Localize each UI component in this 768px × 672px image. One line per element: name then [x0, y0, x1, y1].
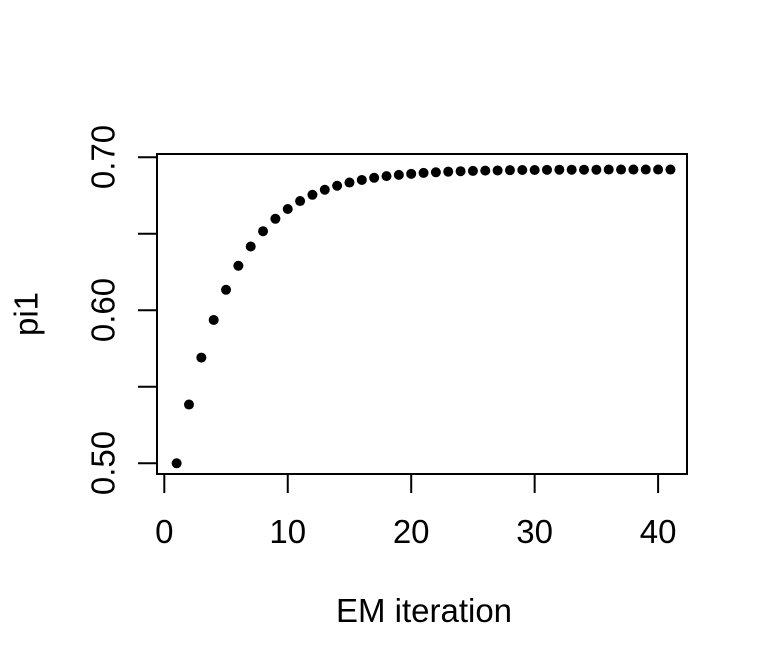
- data-point: [554, 164, 565, 175]
- data-point: [295, 196, 306, 207]
- data-point: [319, 184, 330, 195]
- data-point: [171, 458, 182, 469]
- data-point: [196, 352, 207, 363]
- data-point: [282, 204, 293, 215]
- x-axis-title: EM iteration: [335, 592, 513, 629]
- data-point: [356, 174, 367, 185]
- data-point: [541, 164, 552, 175]
- data-point: [640, 164, 651, 175]
- data-point: [653, 164, 664, 175]
- data-point: [529, 164, 540, 175]
- data-point: [579, 164, 590, 175]
- data-point: [270, 213, 281, 224]
- data-point: [430, 167, 441, 178]
- data-point: [418, 167, 429, 178]
- data-point: [665, 164, 676, 175]
- data-point: [480, 165, 491, 176]
- data-point: [603, 164, 614, 175]
- x-tick-label: 0: [155, 513, 174, 550]
- data-point: [591, 164, 602, 175]
- data-point: [393, 169, 404, 180]
- data-point: [233, 260, 244, 271]
- data-point: [381, 171, 392, 182]
- data-point: [258, 226, 269, 237]
- y-tick-label: 0.50: [84, 431, 122, 496]
- data-point: [245, 241, 256, 252]
- data-point: [455, 166, 466, 177]
- y-axis-title: pi1: [7, 291, 45, 337]
- data-point: [566, 164, 577, 175]
- data-point: [616, 164, 627, 175]
- data-point: [406, 168, 417, 179]
- data-point: [443, 166, 454, 177]
- data-point: [467, 165, 478, 176]
- plot-box: [156, 153, 688, 475]
- x-tick-label: 20: [392, 513, 430, 550]
- data-point: [183, 399, 194, 410]
- x-tick-label: 40: [639, 513, 677, 550]
- y-tick-label: 0.60: [84, 278, 122, 343]
- data-point: [517, 164, 528, 175]
- x-tick-label: 10: [269, 513, 307, 550]
- data-point: [504, 165, 515, 176]
- data-point: [344, 177, 355, 188]
- x-tick-label: 30: [516, 513, 553, 550]
- data-point: [628, 164, 639, 175]
- data-point: [208, 314, 219, 325]
- data-point: [221, 284, 232, 295]
- data-point: [307, 189, 318, 200]
- data-point: [492, 165, 503, 176]
- data-point: [369, 172, 380, 183]
- y-tick-label: 0.70: [84, 125, 122, 190]
- data-point: [332, 180, 343, 191]
